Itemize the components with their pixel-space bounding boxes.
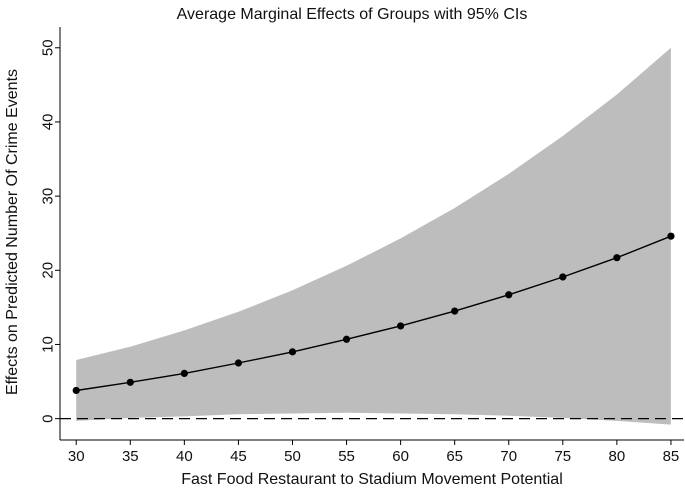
axes: 0 10 20 30 40 50 30 35 40 45 50 55 60 65 70 75 80 85: [39, 27, 684, 465]
y-tick-label-10: 10: [39, 336, 56, 353]
plot-area: [60, 47, 684, 425]
effect-point-85: [667, 232, 675, 240]
x-tick-label-45: 45: [230, 448, 247, 465]
x-tick-label-50: 50: [284, 448, 301, 465]
y-tick-label-40: 40: [39, 114, 56, 131]
effect-point-65: [451, 307, 459, 315]
y-axis-label: Effects on Predicted Number Of Crime Eve…: [4, 69, 21, 395]
ci-band: [76, 47, 671, 425]
effect-point-70: [505, 291, 513, 299]
effect-point-30: [72, 386, 80, 395]
effect-point-45: [234, 359, 243, 367]
y-tick-label-0: 0: [39, 414, 56, 422]
x-axis-label: Fast Food Restaurant to Stadium Movement…: [181, 471, 563, 488]
effect-point-55: [342, 335, 351, 343]
x-tick-label-35: 35: [122, 448, 139, 465]
effect-point-35: [126, 378, 134, 386]
effect-point-75: [559, 273, 567, 281]
x-tick-label-80: 80: [609, 448, 626, 465]
effect-line: [76, 235, 672, 392]
x-tick-label-30: 30: [68, 448, 85, 465]
effect-point-50: [288, 348, 297, 356]
y-tick-label-30: 30: [39, 188, 56, 205]
y-tick-label-50: 50: [39, 39, 56, 56]
x-tick-label-40: 40: [176, 448, 193, 465]
effect-point-80: [613, 254, 621, 262]
effect-point-60: [397, 322, 405, 330]
x-tick-label-75: 75: [554, 448, 571, 465]
chart-title: Average Marginal Effects of Groups with …: [177, 6, 528, 23]
x-tick-label-85: 85: [663, 448, 680, 465]
y-tick-label-20: 20: [39, 262, 56, 279]
x-tick-label-65: 65: [446, 448, 463, 465]
effect-point-40: [180, 369, 188, 378]
x-tick-label-60: 60: [392, 448, 409, 465]
x-tick-label-70: 70: [500, 448, 517, 465]
x-tick-label-55: 55: [338, 448, 355, 465]
